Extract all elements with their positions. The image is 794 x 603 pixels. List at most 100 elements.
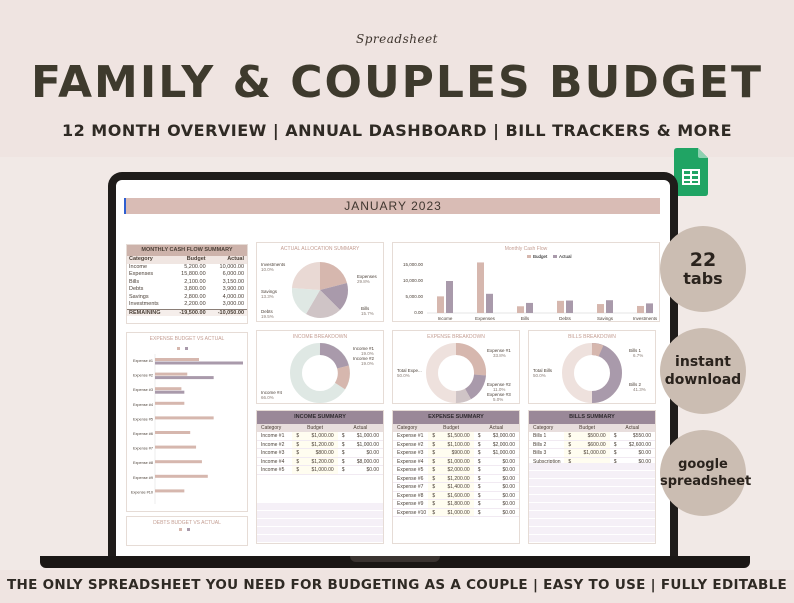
income-breakdown-title: INCOME BREAKDOWN (292, 334, 348, 340)
table-row[interactable]: Expense #7 $ $1,400.00 $ $0.00 (393, 483, 519, 492)
bar-actual-savings (606, 300, 613, 313)
cell-budget[interactable]: $ $1,000.00 (564, 449, 610, 457)
cell-actual[interactable]: $ $8,000.00 (341, 458, 379, 465)
bills-pct-2: 41.3% (633, 387, 646, 392)
cell-actual[interactable]: $ $2,000.00 (477, 441, 515, 448)
total-budget: -19,500.00 (179, 309, 206, 316)
script-label: Spreadsheet (356, 32, 438, 46)
cell-budget[interactable]: $ (564, 457, 610, 465)
cell-value: $1,600.00 (447, 492, 470, 499)
cell-actual[interactable]: $ $1,000.00 (341, 441, 379, 448)
allocation-summary-chart[interactable]: ACTUAL ALLOCATION SUMMARY Investments 10… (256, 242, 384, 322)
pie-slice-savings (291, 288, 320, 314)
cell-budget[interactable]: $ $1,600.00 (428, 491, 474, 499)
cell-category: Subscription (533, 458, 561, 465)
expense-breakdown-chart[interactable]: EXPENSE BREAKDOWN Expense #1 33.8% Total… (392, 330, 520, 404)
table-row[interactable]: Expense #4 $ $1,000.00 $ $0.00 (393, 457, 519, 466)
cell-budget[interactable]: $ $1,800.00 (428, 500, 474, 508)
cell-actual[interactable]: $ $0.00 (613, 450, 651, 456)
cell-budget[interactable]: $ $1,200.00 (428, 474, 474, 482)
cell-budget[interactable]: $ $600.00 (564, 440, 610, 448)
alloc-pct-debts: 19.5% (261, 314, 274, 319)
cell-actual[interactable]: $ $0.00 (477, 467, 515, 473)
cell-actual[interactable]: $ $2,600.00 (613, 441, 651, 448)
cell-budget[interactable]: $ $900.00 (428, 449, 474, 457)
legend-budget-swatch (527, 255, 531, 258)
cell-budget[interactable]: $ $1,000.00 (428, 457, 474, 465)
cell-actual[interactable]: $ $0.00 (613, 458, 651, 465)
cell-budget[interactable]: $ $1,200.00 (292, 440, 338, 448)
cash-flow-row[interactable]: Debts 3,800.00 3,900.00 (127, 286, 247, 294)
cell-actual[interactable]: $ $0.00 (477, 475, 515, 482)
cell-actual[interactable]: $ $550.00 (613, 433, 651, 439)
cell-budget[interactable]: $ $1,000.00 (292, 466, 338, 474)
cash-flow-row[interactable]: Savings 2,800.00 4,000.00 (127, 294, 247, 302)
cell-budget[interactable]: $ $1,000.00 (292, 432, 338, 440)
bar-budget-investments (637, 305, 644, 313)
table-row[interactable]: Bills 1 $ $500.00 $ $550.00 (529, 432, 655, 441)
allocation-pie-svg: Investments 10.0% Expenses 29.8% Savings… (261, 261, 378, 319)
table-row[interactable]: Expense #10 $ $1,000.00 $ $0.00 (393, 508, 519, 517)
cell-value: $1,000.00 (447, 509, 470, 516)
cell-actual[interactable]: $ $0.00 (341, 467, 379, 473)
cell-value: $0.00 (366, 450, 379, 456)
bills-breakdown-chart[interactable]: BILLS BREAKDOWN Bills 1 6.7% Total Bills… (528, 330, 656, 404)
cell-budget[interactable]: $ $1,400.00 (428, 483, 474, 491)
cell-actual[interactable]: $ $0.00 (477, 492, 515, 499)
table-row[interactable]: Income #4 $ $1,200.00 $ $8,000.00 (257, 457, 383, 466)
table-row[interactable]: Income #5 $ $1,000.00 $ $0.00 (257, 466, 383, 475)
bills-summary-header: Category Budget Actual (529, 424, 655, 432)
monthly-cash-flow-chart[interactable]: Monthly Cash Flow Budget Actual 15,000.0… (392, 242, 660, 322)
cell-value: $2,600.00 (628, 441, 651, 448)
table-row[interactable]: Income #3 $ $800.00 $ $0.00 (257, 449, 383, 458)
cash-flow-row[interactable]: Investments 2,200.00 3,000.00 (127, 301, 247, 309)
table-row[interactable]: Bills 3 $ $1,000.00 $ $0.00 (529, 449, 655, 458)
debts-budget-vs-actual-chart[interactable]: DEBTS BUDGET VS ACTUAL (126, 516, 248, 546)
month-title[interactable]: JANUARY 2023 (126, 198, 660, 214)
cell-budget[interactable]: $ $2,000.00 (428, 466, 474, 474)
cash-flow-row[interactable]: Bills 2,100.00 3,150.00 (127, 279, 247, 287)
cash-flow-total[interactable]: REMAINING -19,500.00 -10,050.00 (127, 308, 247, 316)
cell-actual[interactable]: $ $0.00 (477, 509, 515, 516)
table-row[interactable]: Expense #6 $ $1,200.00 $ $0.00 (393, 474, 519, 483)
cell-actual[interactable]: $ $0.00 (477, 484, 515, 490)
cell-actual[interactable]: $ $1,000.00 (477, 450, 515, 456)
x-label-income: Income (438, 316, 453, 321)
cell-budget: 2,800.00 (184, 293, 206, 300)
cash-flow-row[interactable]: Income 5,200.00 10,000.00 (127, 264, 247, 272)
header-budget: Budget (579, 425, 595, 431)
cell-value: $0.00 (502, 467, 515, 473)
table-row[interactable]: Bills 2 $ $600.00 $ $2,600.00 (529, 440, 655, 449)
table-row[interactable]: Expense #9 $ $1,800.00 $ $0.00 (393, 500, 519, 509)
y-label-expense-2: Expense #2 (133, 374, 153, 378)
y-label-expense-7: Expense #7 (133, 447, 153, 451)
income-breakdown-chart[interactable]: INCOME BREAKDOWN Income #1 19.0% Income … (256, 330, 384, 404)
cell-actual[interactable]: $ $0.00 (477, 458, 515, 465)
cell-actual[interactable]: $ $1,000.00 (341, 433, 379, 439)
income-pct-2: 19.0% (361, 361, 374, 366)
table-row[interactable]: Expense #2 $ $1,100.00 $ $2,000.00 (393, 440, 519, 449)
cell-budget[interactable]: $ $800.00 (292, 449, 338, 457)
cell-budget[interactable]: $ $1,200.00 (292, 457, 338, 465)
cell-budget[interactable]: $ $1,000.00 (428, 508, 474, 516)
cell-budget[interactable]: $ $1,100.00 (428, 440, 474, 448)
income-summary-rows: Income #1 $ $1,000.00 $ $1,000.00 Income #2 $ $… (257, 432, 383, 475)
cash-flow-row[interactable]: Expenses 15,800.00 6,000.00 (127, 271, 247, 279)
cell-cat: Savings (129, 293, 149, 300)
cell-actual[interactable]: $ $3,000.00 (477, 433, 515, 439)
table-row[interactable]: Expense #8 $ $1,600.00 $ $0.00 (393, 491, 519, 500)
table-row[interactable]: Income #1 $ $1,000.00 $ $1,000.00 (257, 432, 383, 441)
table-row[interactable]: Expense #5 $ $2,000.00 $ $0.00 (393, 466, 519, 475)
table-row[interactable]: Income #2 $ $1,200.00 $ $1,000.00 (257, 440, 383, 449)
expense-breakdown-title: EXPENSE BREAKDOWN (427, 334, 485, 340)
table-row[interactable]: Expense #1 $ $1,500.00 $ $3,000.00 (393, 432, 519, 441)
cell-budget[interactable]: $ $1,500.00 (428, 432, 474, 440)
cell-budget[interactable]: $ $500.00 (564, 432, 610, 440)
cell-actual[interactable]: $ $0.00 (477, 501, 515, 507)
cell-value: $8,000.00 (356, 458, 379, 465)
expense-budget-vs-actual-chart[interactable]: EXPENSE BUDGET VS ACTUAL Expense #1 Expen… (126, 332, 248, 512)
cell-cat: Income (129, 263, 148, 270)
cell-actual[interactable]: $ $0.00 (341, 450, 379, 456)
table-row[interactable]: Expense #3 $ $900.00 $ $1,000.00 (393, 449, 519, 458)
bar-budget-expense-5 (155, 416, 214, 420)
